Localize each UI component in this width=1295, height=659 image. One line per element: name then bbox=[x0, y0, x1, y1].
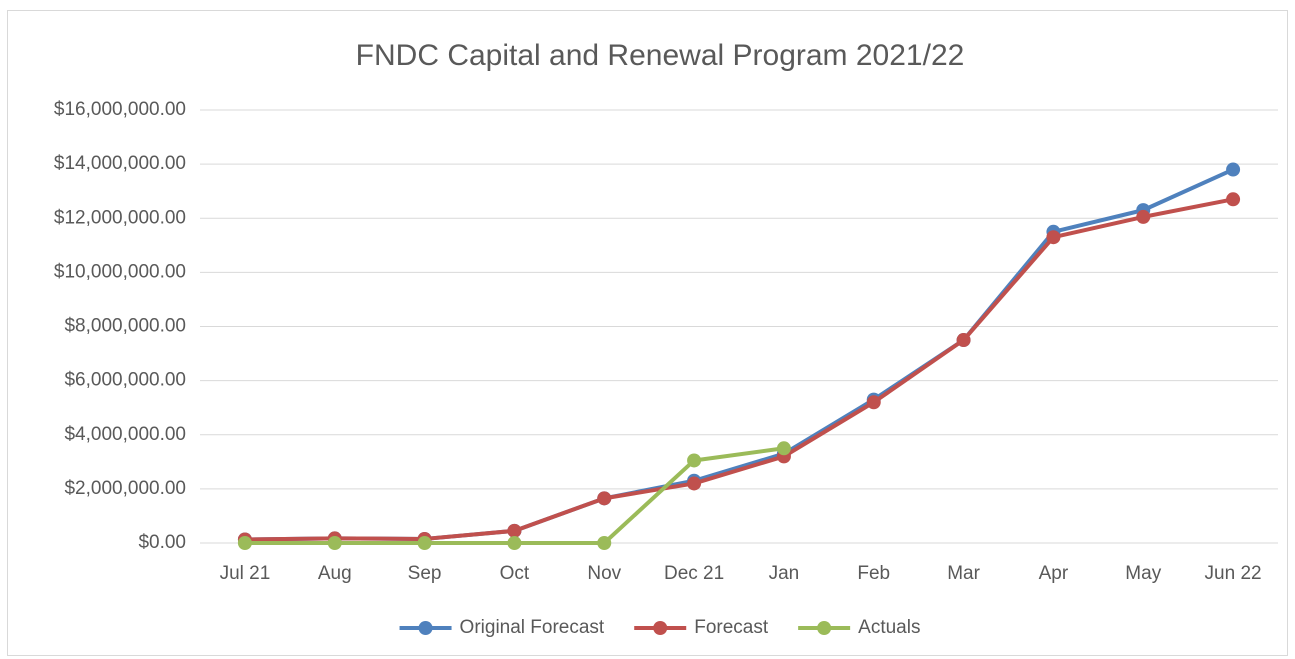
y-tick-label: $0.00 bbox=[138, 532, 186, 553]
data-point bbox=[866, 395, 881, 410]
data-point bbox=[1046, 230, 1061, 245]
data-point bbox=[687, 476, 702, 491]
legend-label: Forecast bbox=[694, 617, 769, 638]
data-point bbox=[507, 536, 522, 550]
x-tick-label: Apr bbox=[1039, 563, 1069, 584]
data-point bbox=[507, 523, 522, 538]
data-point bbox=[327, 536, 342, 550]
legend-label: Actuals bbox=[858, 617, 920, 638]
x-tick-label: Jul 21 bbox=[220, 563, 271, 584]
y-tick-label: $8,000,000.00 bbox=[64, 316, 186, 337]
legend-marker bbox=[817, 621, 832, 635]
x-tick-label: Dec 21 bbox=[664, 563, 724, 584]
x-tick-label: Jan bbox=[769, 563, 800, 584]
series-line bbox=[244, 197, 1234, 542]
data-point bbox=[237, 536, 252, 550]
data-point bbox=[597, 536, 612, 550]
y-tick-label: $4,000,000.00 bbox=[64, 424, 186, 445]
data-point bbox=[1226, 162, 1241, 177]
y-tick-label: $2,000,000.00 bbox=[64, 478, 186, 499]
data-point bbox=[956, 333, 971, 348]
chart-border bbox=[7, 10, 1288, 656]
y-tick-label: $6,000,000.00 bbox=[64, 370, 186, 391]
data-point bbox=[417, 536, 432, 550]
y-tick-label: $16,000,000.00 bbox=[54, 99, 186, 120]
y-tick-label: $12,000,000.00 bbox=[54, 207, 186, 228]
data-point bbox=[776, 441, 791, 456]
x-tick-label: May bbox=[1125, 563, 1161, 584]
x-tick-label: Feb bbox=[857, 563, 890, 584]
x-tick-label: Jun 22 bbox=[1205, 563, 1262, 584]
legend-label: Original Forecast bbox=[460, 617, 605, 638]
data-point bbox=[597, 491, 612, 506]
chart-title: FNDC Capital and Renewal Program 2021/22 bbox=[356, 39, 965, 72]
data-point bbox=[1136, 209, 1151, 224]
legend-marker bbox=[418, 621, 433, 635]
x-tick-label: Oct bbox=[500, 563, 530, 584]
legend-marker bbox=[653, 621, 668, 635]
data-point bbox=[1226, 192, 1241, 207]
y-tick-label: $10,000,000.00 bbox=[54, 261, 186, 282]
data-point bbox=[687, 453, 702, 468]
x-tick-label: Nov bbox=[587, 563, 621, 584]
x-tick-label: Aug bbox=[318, 563, 352, 584]
x-tick-label: Mar bbox=[947, 563, 980, 584]
y-tick-label: $14,000,000.00 bbox=[54, 153, 186, 174]
x-tick-label: Sep bbox=[408, 563, 442, 584]
